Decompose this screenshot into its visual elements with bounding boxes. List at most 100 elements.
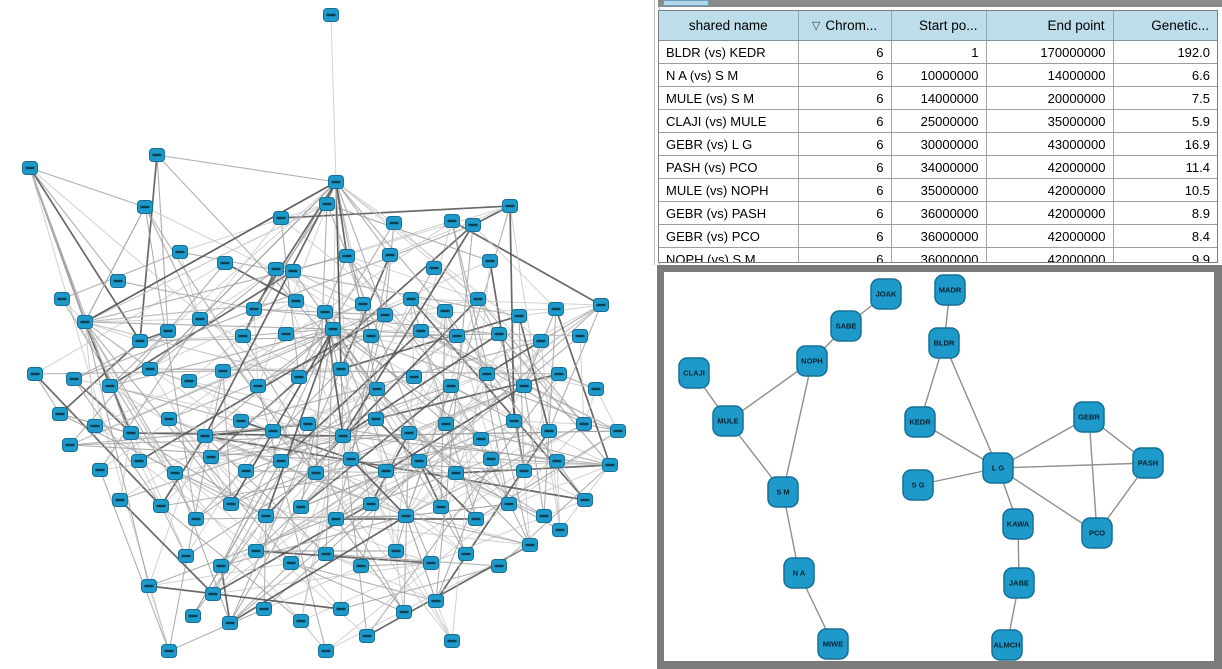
edge[interactable] <box>204 328 334 437</box>
overview-network-canvas[interactable] <box>0 0 655 669</box>
edge[interactable] <box>34 262 226 375</box>
node[interactable] <box>181 374 197 388</box>
edge[interactable] <box>405 515 531 546</box>
edge[interactable] <box>340 368 387 472</box>
node[interactable] <box>516 379 532 393</box>
node[interactable] <box>437 304 453 318</box>
edge[interactable] <box>109 328 334 387</box>
node[interactable] <box>506 414 522 428</box>
edge[interactable] <box>332 328 558 462</box>
edge[interactable] <box>29 167 146 208</box>
edge[interactable] <box>342 435 611 466</box>
node[interactable] <box>333 362 349 376</box>
node[interactable]: L G <box>982 452 1014 484</box>
node[interactable]: GEBR <box>1073 401 1105 433</box>
node[interactable]: NOPH <box>796 345 828 377</box>
node[interactable]: KAWA <box>1002 508 1034 540</box>
table-cell[interactable]: 170000000 <box>986 40 1114 64</box>
table-cell[interactable]: 6 <box>798 40 892 64</box>
node[interactable] <box>516 464 532 478</box>
edge[interactable] <box>498 464 611 567</box>
node[interactable] <box>142 362 158 376</box>
table-cell[interactable]: 34000000 <box>891 155 987 179</box>
node[interactable] <box>541 424 557 438</box>
edge[interactable] <box>220 328 334 567</box>
edge[interactable] <box>385 335 458 472</box>
edge[interactable] <box>410 298 602 306</box>
edge[interactable] <box>84 321 141 342</box>
edge[interactable] <box>325 328 334 555</box>
table-cell[interactable]: GEBR (vs) PASH <box>659 201 799 225</box>
edge[interactable] <box>332 328 467 555</box>
table-cell[interactable]: N A (vs) S M <box>659 63 799 87</box>
edge[interactable] <box>99 318 201 471</box>
edge[interactable] <box>144 206 259 387</box>
edge[interactable] <box>34 370 224 375</box>
edge[interactable] <box>29 167 86 323</box>
node[interactable] <box>610 424 626 438</box>
node[interactable] <box>318 644 334 658</box>
node[interactable] <box>123 426 139 440</box>
node[interactable] <box>222 616 238 630</box>
table-cell[interactable]: 14000000 <box>986 63 1114 87</box>
edge[interactable] <box>188 380 407 517</box>
node[interactable] <box>411 454 427 468</box>
node[interactable] <box>572 329 588 343</box>
edge[interactable] <box>332 328 482 440</box>
edge[interactable] <box>350 458 407 517</box>
node[interactable] <box>491 559 507 573</box>
edge[interactable] <box>360 562 432 567</box>
node[interactable] <box>66 372 82 386</box>
edge[interactable] <box>34 373 162 507</box>
edge[interactable] <box>212 472 317 595</box>
edge[interactable] <box>384 222 395 316</box>
node[interactable] <box>203 450 219 464</box>
edge[interactable] <box>300 328 334 508</box>
edge[interactable] <box>332 298 479 330</box>
node[interactable] <box>256 602 272 616</box>
node[interactable] <box>533 334 549 348</box>
edge[interactable] <box>342 373 488 437</box>
node[interactable] <box>479 367 495 381</box>
node[interactable] <box>458 547 474 561</box>
node[interactable]: PASH <box>1132 447 1164 479</box>
node[interactable] <box>522 538 538 552</box>
table-cell[interactable]: 1 <box>891 40 987 64</box>
edge[interactable] <box>160 376 300 507</box>
edge[interactable] <box>543 308 557 517</box>
node[interactable]: S G <box>902 469 934 501</box>
table-cell[interactable]: 43000000 <box>986 132 1114 156</box>
node[interactable] <box>377 308 393 322</box>
edge[interactable] <box>84 206 146 323</box>
edge[interactable] <box>556 460 561 531</box>
edge[interactable] <box>346 255 452 387</box>
edge[interactable] <box>395 470 525 552</box>
edge[interactable] <box>342 224 474 437</box>
edge[interactable] <box>346 255 525 387</box>
node[interactable] <box>483 452 499 466</box>
column-header-chromosome[interactable]: ▽ Chrom... <box>798 11 892 41</box>
node[interactable] <box>396 605 412 619</box>
node[interactable] <box>413 324 429 338</box>
node[interactable] <box>283 556 299 570</box>
edge[interactable] <box>192 515 267 617</box>
table-cell[interactable]: 14000000 <box>891 86 987 110</box>
node[interactable] <box>161 412 177 426</box>
node[interactable] <box>293 614 309 628</box>
node[interactable] <box>273 454 289 468</box>
node[interactable] <box>149 148 165 162</box>
edge[interactable] <box>335 518 405 613</box>
node[interactable] <box>238 464 254 478</box>
edge[interactable] <box>997 467 1098 534</box>
edge[interactable] <box>204 435 327 555</box>
edge[interactable] <box>405 438 482 517</box>
table-row[interactable]: MULE (vs) NOPH 6 35000000 42000000 10.5 <box>659 178 1217 202</box>
edge[interactable] <box>346 255 479 300</box>
table-cell[interactable]: 36000000 <box>891 224 987 248</box>
node[interactable]: CLAJI <box>678 357 710 389</box>
edge[interactable] <box>395 550 453 642</box>
edge[interactable] <box>943 342 999 469</box>
edge[interactable] <box>174 472 232 505</box>
node[interactable] <box>602 458 618 472</box>
table-row[interactable]: CLAJI (vs) MULE 6 25000000 35000000 5.9 <box>659 109 1217 133</box>
